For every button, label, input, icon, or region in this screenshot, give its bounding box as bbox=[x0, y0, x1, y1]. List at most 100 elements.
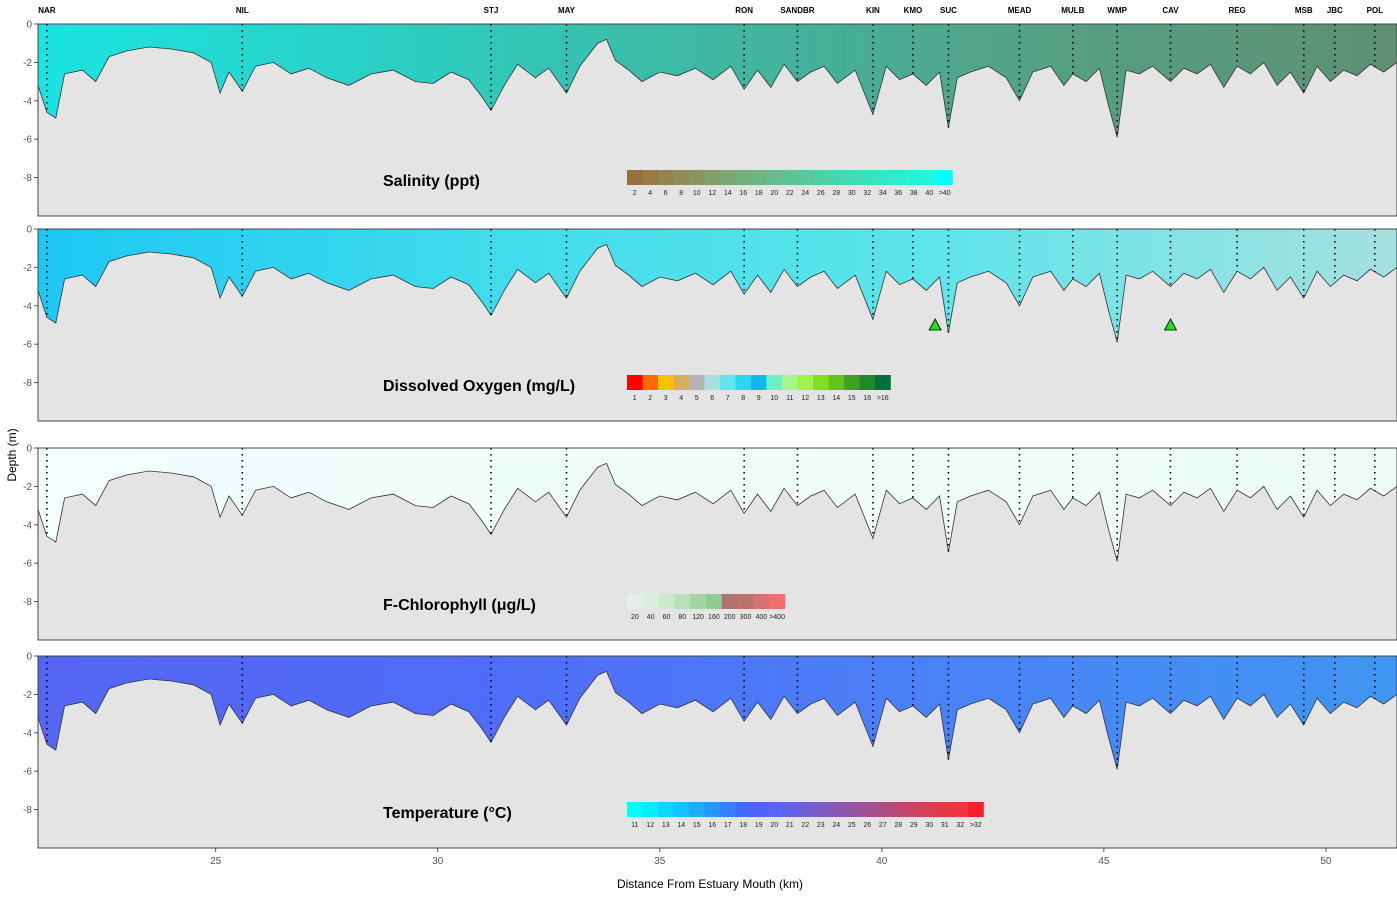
colorbar-label: 25 bbox=[848, 822, 856, 829]
colorbar-label: 12 bbox=[708, 190, 716, 197]
bottom-profile-line bbox=[37, 670, 1397, 770]
colorbar-cell bbox=[735, 802, 752, 817]
colorbar-cell bbox=[735, 170, 752, 185]
station-label: WMP bbox=[1107, 6, 1127, 15]
colorbar-cell bbox=[952, 802, 969, 817]
y-tick-label: -6 bbox=[23, 559, 32, 570]
colorbar-label: 28 bbox=[832, 190, 840, 197]
x-tick-label: 50 bbox=[1320, 856, 1332, 867]
x-tick-label: 30 bbox=[432, 856, 444, 867]
colorbar-cell bbox=[642, 802, 659, 817]
colorbar-cell bbox=[673, 802, 690, 817]
colorbar-cell bbox=[658, 375, 674, 390]
colorbar-label: 14 bbox=[724, 190, 732, 197]
x-tick-label: 35 bbox=[654, 856, 666, 867]
colorbar-label: 40 bbox=[925, 190, 933, 197]
colorbar-label: 120 bbox=[692, 614, 704, 621]
station-label: REG bbox=[1228, 6, 1245, 15]
y-tick-label: 0 bbox=[26, 444, 32, 455]
colorbar-label: 18 bbox=[739, 822, 747, 829]
colorbar-cell bbox=[937, 170, 953, 185]
colorbar-label: 21 bbox=[786, 822, 794, 829]
colorbar-label: 14 bbox=[832, 395, 840, 402]
station-label: SUC bbox=[940, 6, 957, 15]
colorbar-cell bbox=[782, 375, 798, 390]
colorbar-label: 20 bbox=[631, 614, 639, 621]
station-label: MEAD bbox=[1008, 6, 1032, 15]
y-tick-label: -6 bbox=[23, 767, 32, 778]
colorbar-cell bbox=[797, 170, 814, 185]
station-label: MULB bbox=[1061, 6, 1084, 15]
y-tick-label: -8 bbox=[23, 597, 32, 608]
colorbar-cell bbox=[704, 375, 721, 390]
colorbar-cell bbox=[642, 170, 659, 185]
colorbar-cell bbox=[706, 594, 723, 609]
colorbar-label: 9 bbox=[757, 395, 761, 402]
colorbar-cell bbox=[642, 375, 659, 390]
colorbar-cell bbox=[859, 170, 876, 185]
colorbar-label: 26 bbox=[863, 822, 871, 829]
colorbar-cell bbox=[720, 170, 736, 185]
colorbar-label: 32 bbox=[956, 822, 964, 829]
colorbar-label: 11 bbox=[631, 822, 638, 829]
colorbar-label: 10 bbox=[770, 395, 778, 402]
colorbar-label: 3 bbox=[664, 395, 668, 402]
colorbar-label: 5 bbox=[695, 395, 699, 402]
colorbar-label: 34 bbox=[879, 190, 887, 197]
colorbar-label: 12 bbox=[646, 822, 654, 829]
colorbar-label: 15 bbox=[848, 395, 856, 402]
colorbar-cell bbox=[753, 594, 770, 609]
colorbar-label: 160 bbox=[708, 614, 720, 621]
panel-border bbox=[37, 447, 1397, 641]
colorbar-cell bbox=[627, 375, 643, 390]
colorbar-label: 22 bbox=[801, 822, 809, 829]
water-column bbox=[38, 229, 1397, 343]
colorbar-cell bbox=[906, 170, 922, 185]
station-label: MAY bbox=[558, 6, 576, 15]
station-label: CAV bbox=[1162, 6, 1179, 15]
colorbar-cell bbox=[844, 375, 860, 390]
colorbar-label: 8 bbox=[741, 395, 745, 402]
colorbar-cell bbox=[642, 594, 659, 609]
colorbar-cell bbox=[797, 802, 814, 817]
colorbar-label: 14 bbox=[677, 822, 685, 829]
x-axis: 25 30 35 40 45 50 bbox=[210, 848, 1332, 867]
station-label: RON bbox=[735, 6, 753, 15]
y-tick-label: -2 bbox=[23, 482, 32, 493]
colorbar-cell bbox=[673, 375, 690, 390]
colorbar-label: 28 bbox=[894, 822, 902, 829]
panel-title: Temperature (°C) bbox=[383, 805, 512, 822]
colorbar-cell bbox=[797, 375, 814, 390]
colorbar-label: 10 bbox=[693, 190, 701, 197]
panel-border bbox=[37, 228, 1397, 422]
colorbar-label: 11 bbox=[786, 395, 793, 402]
colorbar-label: 27 bbox=[879, 822, 887, 829]
colorbar-label: 38 bbox=[910, 190, 918, 197]
colorbar-cell bbox=[658, 802, 674, 817]
colorbar-cell bbox=[658, 170, 674, 185]
colorbar-label: 2 bbox=[648, 395, 652, 402]
colorbar-cell bbox=[921, 170, 938, 185]
colorbar-label: 29 bbox=[910, 822, 918, 829]
colorbar-label: 23 bbox=[817, 822, 825, 829]
colorbar-cell bbox=[875, 375, 891, 390]
colorbar-cell bbox=[627, 170, 643, 185]
low-oxygen-marker bbox=[1163, 318, 1178, 331]
colorbar-label: 60 bbox=[663, 614, 671, 621]
colorbar-label: 30 bbox=[925, 822, 933, 829]
y-tick-label: -6 bbox=[23, 135, 32, 146]
colorbar-cell bbox=[721, 594, 738, 609]
colorbar-label: 22 bbox=[786, 190, 794, 197]
colorbar-cell bbox=[937, 802, 953, 817]
colorbar-label: 13 bbox=[662, 822, 670, 829]
colorbar-label: 8 bbox=[679, 190, 683, 197]
station-label: SANDBR bbox=[780, 6, 814, 15]
colorbar-label: 4 bbox=[648, 190, 652, 197]
colorbar-label: 20 bbox=[770, 190, 778, 197]
colorbar-cell bbox=[769, 594, 786, 609]
colorbar-label: 1 bbox=[633, 395, 637, 402]
colorbar-label: 300 bbox=[740, 614, 752, 621]
station-label: NAR bbox=[38, 6, 56, 15]
